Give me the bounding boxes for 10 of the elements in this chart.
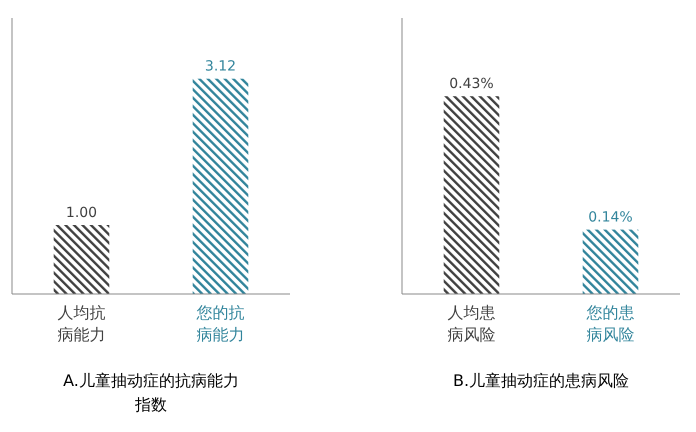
x-tick-label: 人均患病风险 [448,303,496,344]
data-label: 0.14% [588,210,633,226]
x-tick-label: 人均抗病能力 [58,303,106,344]
data-label: 3.12 [204,58,236,75]
data-label: 0.43% [449,76,494,92]
text: B.儿童抽动症的患病风险 [452,371,630,390]
text: A.儿童抽动症的抗病能力指数 [63,371,239,414]
data-label: 1.00 [66,205,98,221]
x-tick-label: 您的患病风险 [586,303,634,344]
x-tick-label: 您的抗病能力 [196,303,244,344]
